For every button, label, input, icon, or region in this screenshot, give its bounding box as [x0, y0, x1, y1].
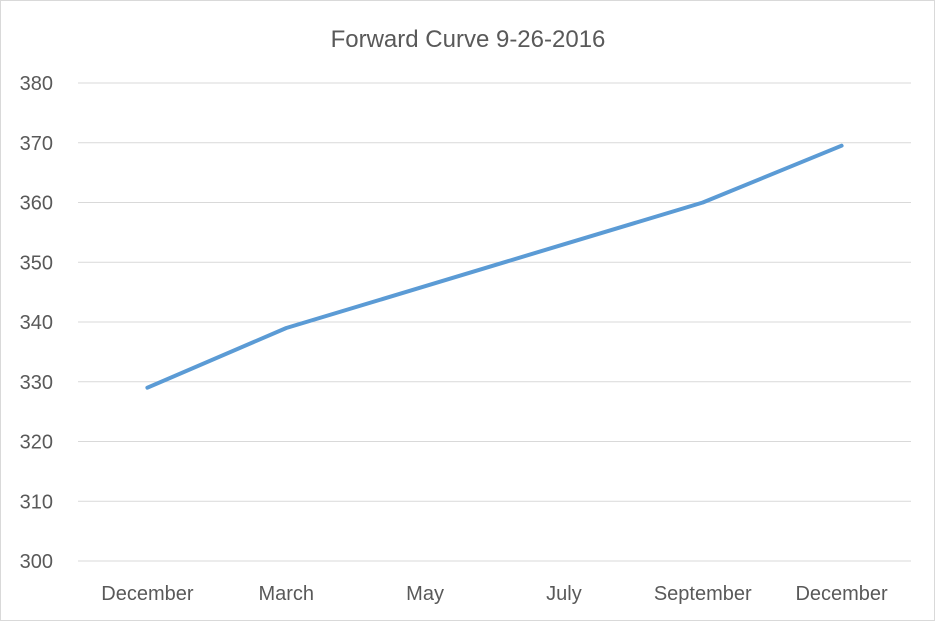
y-tick-label: 370 [20, 133, 53, 155]
y-tick-label: 340 [20, 312, 53, 334]
y-tick-label: 330 [20, 372, 53, 394]
x-tick-label: December [795, 583, 888, 605]
x-axis-ticks: December March May July September December [101, 583, 888, 605]
x-tick-label: May [406, 583, 444, 605]
series-layer [147, 146, 841, 388]
x-tick-label: December [101, 583, 194, 605]
x-tick-label: July [546, 583, 582, 605]
y-tick-label: 360 [20, 193, 53, 215]
y-axis-ticks: 300 310 320 330 340 350 360 370 380 [20, 73, 53, 573]
x-tick-label: September [654, 583, 752, 605]
y-tick-label: 300 [20, 551, 53, 573]
series-line-0 [147, 146, 841, 388]
y-tick-label: 320 [20, 432, 53, 454]
y-tick-label: 310 [20, 491, 53, 513]
y-tick-label: 350 [20, 252, 53, 274]
x-tick-label: March [258, 583, 314, 605]
y-tick-label: 380 [20, 73, 53, 95]
gridlines [78, 83, 911, 561]
chart-title: Forward Curve 9-26-2016 [331, 26, 606, 53]
